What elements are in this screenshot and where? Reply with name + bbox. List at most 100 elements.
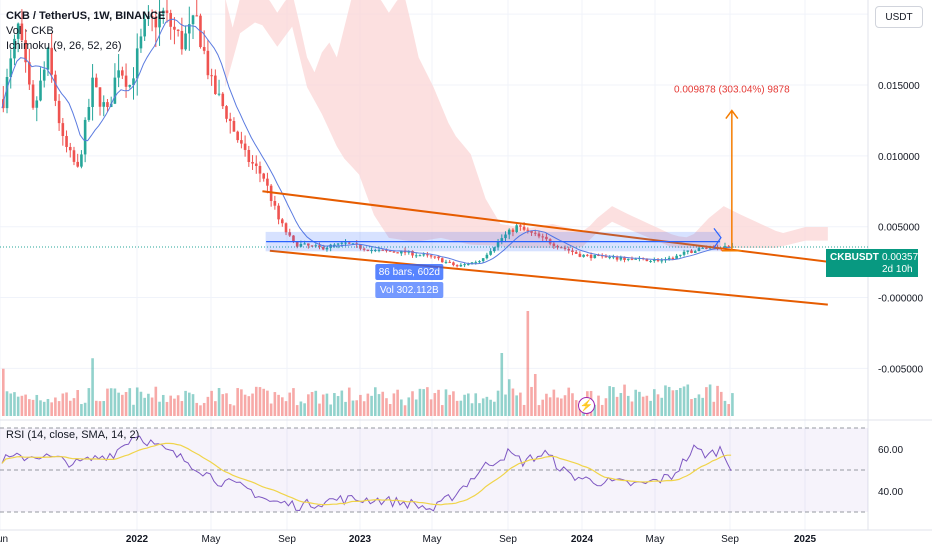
price-tick-label: -0.005000 (878, 364, 923, 375)
volume-bar (113, 388, 117, 416)
candle (634, 258, 637, 260)
candle (202, 47, 206, 51)
candle (567, 248, 571, 251)
candle (440, 258, 444, 263)
rsi-pane (0, 427, 868, 513)
candle (653, 259, 656, 261)
volume-bar (556, 397, 559, 416)
trendline-lower (269, 249, 828, 306)
candle (437, 256, 440, 259)
candle (80, 154, 83, 167)
volume-bar (362, 401, 366, 416)
candle (176, 29, 180, 31)
candle (303, 243, 306, 245)
candle (452, 262, 455, 266)
lightning-icon[interactable]: ⚡ (578, 397, 595, 414)
x-tick-label: 2025 (794, 534, 817, 545)
volume-bar (504, 394, 507, 416)
candle (485, 254, 489, 259)
candle (217, 93, 221, 95)
volume-bar (336, 396, 340, 416)
volume-legend[interactable]: Vol · CKB (6, 25, 54, 37)
badge-price: 0.003571 (882, 252, 924, 263)
candle (589, 254, 593, 259)
volume-bar (31, 399, 35, 416)
volume-bar (519, 392, 522, 416)
candle (467, 264, 470, 266)
candle (180, 30, 184, 50)
x-tick-label: Sep (278, 534, 296, 545)
measure-arrowhead (713, 228, 722, 249)
volume-bar (199, 405, 202, 416)
volume-bar (541, 399, 544, 416)
volume-bar (158, 401, 161, 416)
volume-bar (329, 404, 332, 416)
volume-bar (653, 389, 656, 416)
volume-bar (467, 393, 470, 416)
price-tick-label: 0.010000 (878, 152, 920, 163)
volume-bar (2, 368, 5, 416)
candle (351, 243, 355, 245)
volume-bar (656, 394, 660, 416)
volume-bar (236, 388, 239, 416)
volume-bar (165, 401, 169, 416)
volume-bar (560, 398, 563, 416)
candle (560, 247, 563, 249)
candle (522, 226, 526, 230)
candle (541, 236, 544, 238)
candle (225, 106, 228, 119)
volume-bar (225, 393, 228, 416)
volume-bar (452, 391, 455, 416)
candle (214, 75, 217, 95)
symbol-title[interactable]: CKB / TetherUS, 1W, BINANCE (6, 10, 166, 22)
candle (87, 107, 91, 120)
candle (414, 255, 418, 257)
candle (693, 251, 697, 253)
currency-unit-button[interactable]: USDT (875, 6, 923, 28)
volume-bar (400, 399, 403, 416)
x-tick-label: May (646, 534, 665, 545)
rsi-legend[interactable]: RSI (14, close, SMA, 14, 2) (6, 429, 140, 441)
x-tick-label: 2022 (126, 534, 149, 545)
candle (266, 178, 269, 186)
volume-bar (593, 404, 597, 416)
candle (701, 247, 704, 249)
candle (563, 247, 567, 249)
volume-bar (68, 400, 72, 416)
volume-bar (705, 387, 708, 416)
candle (39, 80, 42, 101)
volume-bar (102, 401, 106, 416)
candle (697, 248, 701, 252)
candle (474, 262, 478, 264)
volume-bar (693, 397, 697, 416)
x-tick-label: Sep (499, 534, 517, 545)
volume-bar (124, 392, 128, 416)
candle (426, 254, 429, 256)
volume-bar (377, 394, 381, 416)
volume-bar (385, 398, 388, 416)
volume-bar (485, 396, 489, 416)
volume-bar (638, 391, 641, 416)
candle (574, 251, 578, 254)
candle (385, 249, 388, 251)
volume-bar (355, 400, 358, 416)
rsi-ma-line (1, 442, 732, 506)
volume-bar (660, 397, 664, 416)
candle (582, 254, 585, 257)
volume-bars (2, 311, 734, 416)
volume-bar (191, 394, 195, 416)
candle (381, 249, 385, 251)
ichimoku-legend[interactable]: Ichimoku (9, 26, 52, 26) (6, 40, 122, 52)
measure-bars-label: 86 bars, 602d (379, 267, 440, 278)
volume-bar (623, 384, 626, 416)
volume-bar (478, 403, 481, 416)
volume-bar (132, 404, 135, 416)
volume-bar (526, 311, 530, 416)
candle (102, 102, 106, 107)
volume-bar (318, 403, 321, 416)
drawings[interactable]: 86 bars, 602d Vol 302.112B 0.009878 (303.0… (262, 85, 866, 306)
candle (20, 23, 24, 41)
volume-bar (470, 403, 474, 416)
volume-bar (214, 401, 217, 416)
